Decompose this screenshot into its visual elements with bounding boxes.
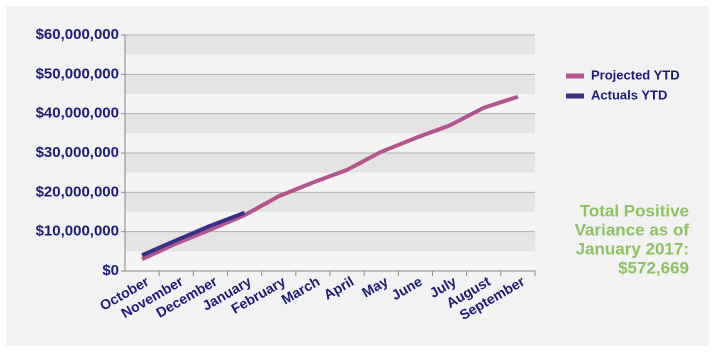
plot-band — [125, 94, 535, 114]
y-tick-label: $20,000,000 — [36, 183, 119, 200]
annotation: $572,669 — [618, 258, 689, 277]
plot-band — [125, 133, 535, 153]
annotation: Total Positive — [580, 201, 689, 220]
plot-band — [125, 74, 535, 94]
y-tick-label: $40,000,000 — [36, 105, 119, 122]
plot-band — [125, 251, 535, 271]
plot-band — [125, 54, 535, 75]
plot-band — [125, 113, 535, 134]
y-tick-label: $60,000,000 — [36, 26, 119, 43]
plot-band — [125, 231, 535, 252]
legend-label: Actuals YTD — [591, 87, 667, 102]
series-line — [141, 210, 246, 258]
annotation: January 2017: — [576, 239, 689, 258]
annotation: Variance as of — [575, 220, 690, 239]
plot-band — [125, 35, 535, 55]
y-tick-label: $50,000,000 — [36, 65, 119, 82]
plot-band — [125, 212, 535, 232]
y-tick-label: $30,000,000 — [36, 144, 119, 161]
legend-label: Projected YTD — [591, 67, 680, 82]
series-line — [141, 94, 519, 262]
y-tick-label: $0 — [102, 262, 119, 279]
plot-band — [125, 172, 535, 193]
y-tick-label: $10,000,000 — [36, 223, 119, 240]
plot-band — [125, 192, 535, 212]
plot-band — [125, 153, 535, 173]
